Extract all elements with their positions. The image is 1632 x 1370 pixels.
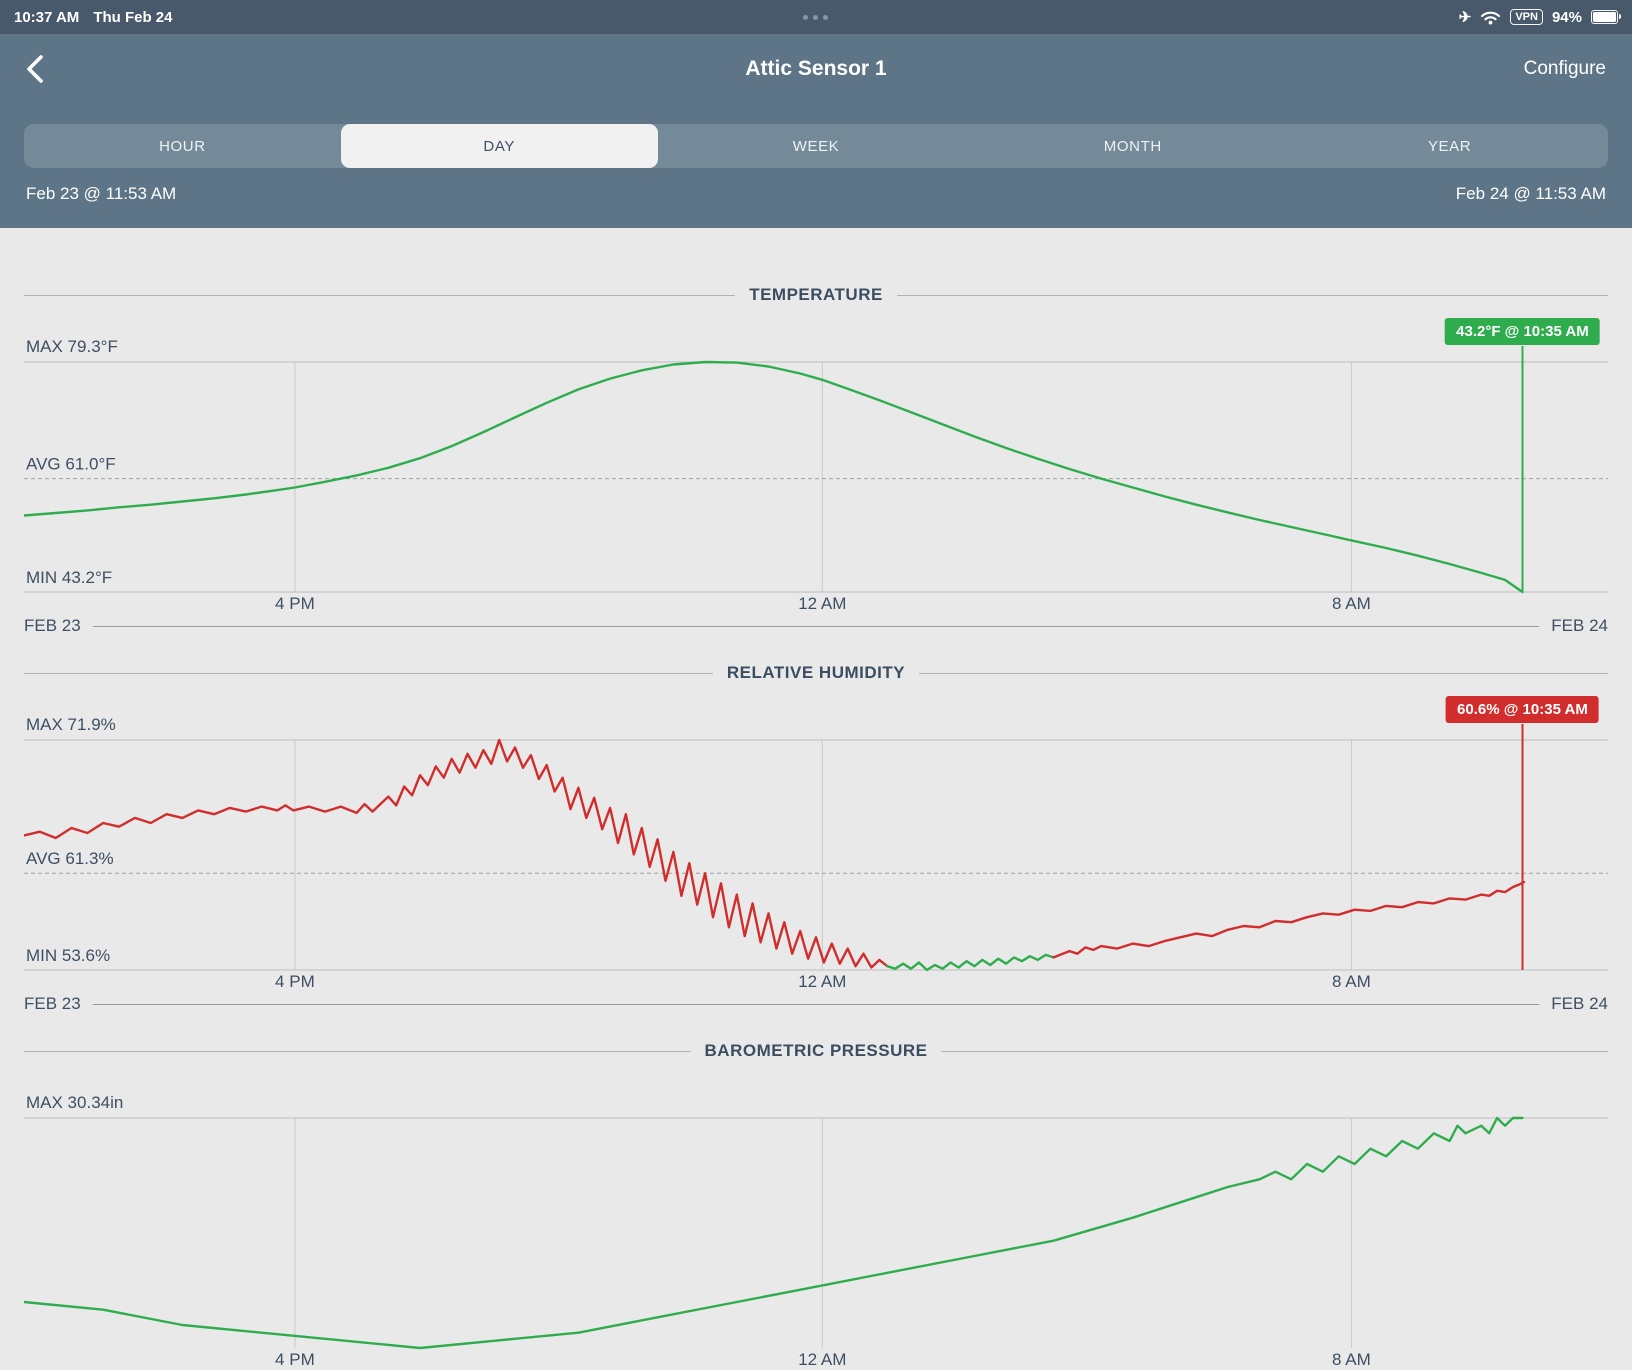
range-end-label: Feb 24 @ 11:53 AM bbox=[1455, 184, 1606, 203]
x-tick-label: 12 AM bbox=[798, 594, 846, 613]
airplane-mode-icon: ✈ bbox=[1458, 8, 1472, 26]
battery-icon bbox=[1590, 10, 1622, 24]
nav-bar: Attic Sensor 1 Configure bbox=[0, 34, 1632, 104]
x-axis-baseline bbox=[92, 1003, 1540, 1005]
chart-title: RELATIVE HUMIDITY bbox=[726, 663, 906, 682]
charts-container: TEMPERATURE 4 PM 12 AM 8 AM MAX 79.3°F AVG 61… bbox=[0, 228, 1632, 1370]
wifi-icon bbox=[1480, 10, 1501, 25]
status-right: ✈ VPN 94% bbox=[1458, 8, 1622, 26]
data-series bbox=[24, 360, 1524, 594]
avg-label: AVG 61.3% bbox=[26, 849, 114, 868]
data-series bbox=[886, 953, 1055, 972]
avg-label: AVG 61.0°F bbox=[26, 455, 116, 474]
title-rule-right bbox=[896, 294, 1609, 296]
x-tick-label: 4 PM bbox=[275, 972, 315, 991]
title-rule-left bbox=[24, 1050, 691, 1052]
status-time: 10:37 AM bbox=[14, 8, 80, 26]
x-tick-label: 12 AM bbox=[798, 1350, 846, 1369]
segment-hour[interactable]: HOUR bbox=[24, 124, 341, 168]
multitasking-indicator[interactable] bbox=[803, 14, 829, 20]
chevron-left-icon bbox=[26, 54, 44, 84]
data-series bbox=[24, 1116, 1524, 1350]
chart-canvas: 4 PM 12 AM 8 AM MAX 30.34in bbox=[24, 1093, 1608, 1369]
status-date: Thu Feb 24 bbox=[93, 8, 173, 26]
title-rule-left bbox=[24, 672, 713, 674]
x-tick-label: 8 AM bbox=[1332, 1350, 1371, 1369]
segment-day[interactable]: DAY bbox=[340, 124, 658, 168]
segment-month[interactable]: MONTH bbox=[974, 124, 1291, 168]
title-rule-left bbox=[24, 294, 736, 296]
time-range-row: HOUR DAY WEEK MONTH YEAR bbox=[0, 104, 1632, 178]
current-value-badge: 60.6% @ 10:35 AM bbox=[1446, 696, 1599, 723]
x-tick-label: 12 AM bbox=[798, 972, 846, 991]
x-axis-end-label: FEB 24 bbox=[1551, 994, 1608, 1013]
data-series bbox=[24, 738, 889, 969]
x-axis-baseline bbox=[92, 625, 1540, 627]
chart-canvas: 4 PM 12 AM 8 AM MAX 71.9% AVG 61.3% MIN 53.6% bbox=[24, 715, 1608, 991]
indicator-dot bbox=[823, 14, 829, 20]
max-label: MAX 71.9% bbox=[26, 715, 116, 734]
max-label: MAX 79.3°F bbox=[26, 337, 118, 356]
current-value-badge: 43.2°F @ 10:35 AM bbox=[1445, 318, 1600, 345]
back-button[interactable] bbox=[26, 54, 44, 84]
battery-percent: 94% bbox=[1551, 8, 1582, 26]
chart-canvas: 4 PM 12 AM 8 AM MAX 79.3°F AVG 61.0°F MIN 43.… bbox=[24, 337, 1608, 613]
segment-year[interactable]: YEAR bbox=[1291, 124, 1608, 168]
data-series bbox=[1052, 880, 1526, 959]
x-tick-label: 8 AM bbox=[1332, 594, 1371, 613]
max-label: MAX 30.34in bbox=[26, 1093, 123, 1112]
chart-temperature: TEMPERATURE 4 PM 12 AM 8 AM MAX 79.3°F AVG 61… bbox=[24, 284, 1609, 636]
range-start-label: Feb 23 @ 11:53 AM bbox=[26, 184, 177, 203]
battery-level bbox=[1592, 12, 1616, 22]
chart-title: TEMPERATURE bbox=[749, 285, 883, 304]
configure-button[interactable]: Configure bbox=[1523, 58, 1606, 79]
x-tick-label: 4 PM bbox=[275, 1350, 315, 1369]
chart-relative-humidity: RELATIVE HUMIDITY 4 PM 12 AM 8 AM MAX 71.9% A… bbox=[24, 662, 1608, 1014]
chart-title: BAROMETRIC PRESSURE bbox=[704, 1041, 928, 1060]
chart-barometric-pressure: BAROMETRIC PRESSURE 4 PM 12 AM 8 AM MAX 30.3… bbox=[24, 1040, 1608, 1370]
segment-week[interactable]: WEEK bbox=[658, 124, 975, 168]
indicator-dot bbox=[803, 14, 809, 20]
min-label: MIN 43.2°F bbox=[26, 568, 112, 587]
title-rule-right bbox=[941, 1050, 1608, 1052]
x-axis-start-label: FEB 23 bbox=[24, 616, 81, 635]
x-axis-end-label: FEB 24 bbox=[1551, 616, 1608, 635]
page-title: Attic Sensor 1 bbox=[745, 57, 887, 80]
x-axis-start-label: FEB 23 bbox=[24, 994, 81, 1013]
status-bar: 10:37 AM Thu Feb 24 ✈ VPN 94% bbox=[0, 0, 1632, 34]
time-range-segmented-control: HOUR DAY WEEK MONTH YEAR bbox=[24, 124, 1608, 168]
x-tick-label: 4 PM bbox=[275, 594, 315, 613]
vpn-badge: VPN bbox=[1510, 9, 1543, 25]
date-range-row: Feb 23 @ 11:53 AM Feb 24 @ 11:53 AM bbox=[0, 178, 1632, 228]
status-left: 10:37 AM Thu Feb 24 bbox=[14, 9, 173, 26]
title-rule-right bbox=[919, 672, 1608, 674]
indicator-dot bbox=[813, 14, 819, 20]
x-tick-label: 8 AM bbox=[1332, 972, 1371, 991]
min-label: MIN 53.6% bbox=[26, 946, 110, 965]
